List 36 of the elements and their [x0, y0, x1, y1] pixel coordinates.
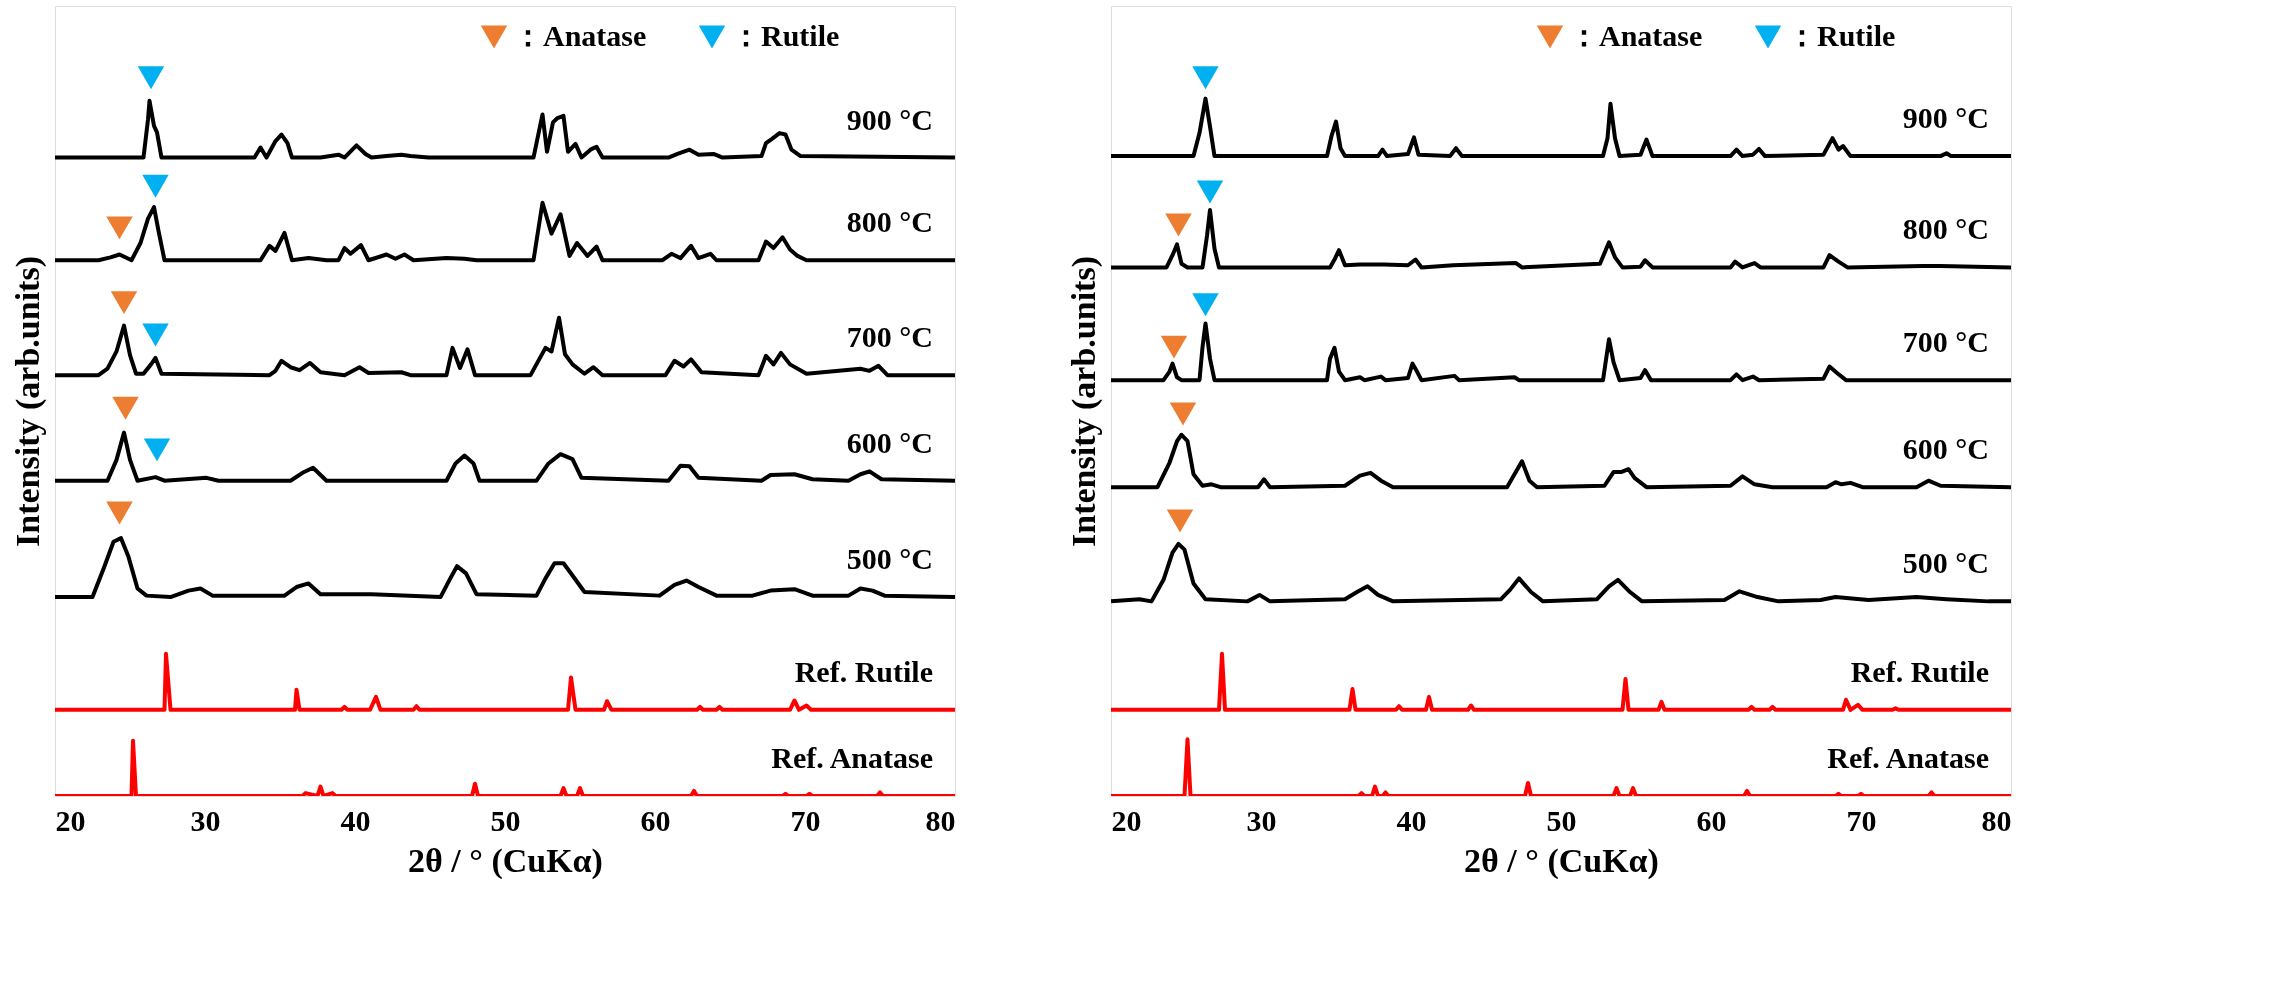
- x-tick-label: 30: [1246, 803, 1277, 837]
- series-label: Ref. Anatase: [1827, 741, 1989, 774]
- series-label: 600 °C: [846, 425, 933, 459]
- x-tick-label: 80: [925, 803, 956, 837]
- x-tick-label: 70: [1846, 803, 1877, 837]
- x-tick-label: 70: [790, 803, 821, 837]
- x-tick-label: 60: [640, 803, 671, 837]
- series-label: 900 °C: [846, 102, 933, 136]
- series-label: 600 °C: [1902, 432, 1989, 466]
- x-tick-label: 50: [1546, 803, 1577, 837]
- legend-label: ：Anatase: [1569, 19, 1703, 52]
- series-label: 800 °C: [846, 205, 933, 239]
- x-tick-label: 80: [1981, 803, 2012, 837]
- x-tick-label: 60: [1696, 803, 1727, 837]
- series-label: Ref. Rutile: [1850, 654, 1989, 688]
- x-tick-label: 50: [490, 803, 521, 837]
- legend-label: ：Rutile: [731, 19, 840, 52]
- series-label: Ref. Anatase: [771, 741, 933, 774]
- x-tick-label: 40: [1396, 803, 1427, 837]
- x-tick-label: 30: [190, 803, 221, 837]
- series-label: 800 °C: [1902, 212, 1989, 246]
- x-axis-title: 2θ / ° (CuKα): [408, 841, 603, 880]
- x-tick-label: 20: [1111, 803, 1142, 837]
- y-axis-title: Intensity (arb.units): [8, 256, 47, 547]
- series-label: 700 °C: [1902, 325, 1989, 359]
- x-tick-label: 40: [340, 803, 371, 837]
- x-axis-title: 2θ / ° (CuKα): [1464, 841, 1659, 880]
- legend-label: ：Rutile: [1787, 19, 1896, 52]
- series-label: Ref. Rutile: [794, 654, 933, 688]
- series-label: 500 °C: [1902, 546, 1989, 580]
- y-axis-title: Intensity (arb.units): [1064, 256, 1103, 547]
- series-label: 900 °C: [1902, 101, 1989, 135]
- legend-label: ：Anatase: [513, 19, 647, 52]
- series-label: 500 °C: [846, 542, 933, 576]
- x-tick-label: 20: [55, 803, 86, 837]
- series-label: 700 °C: [846, 320, 933, 354]
